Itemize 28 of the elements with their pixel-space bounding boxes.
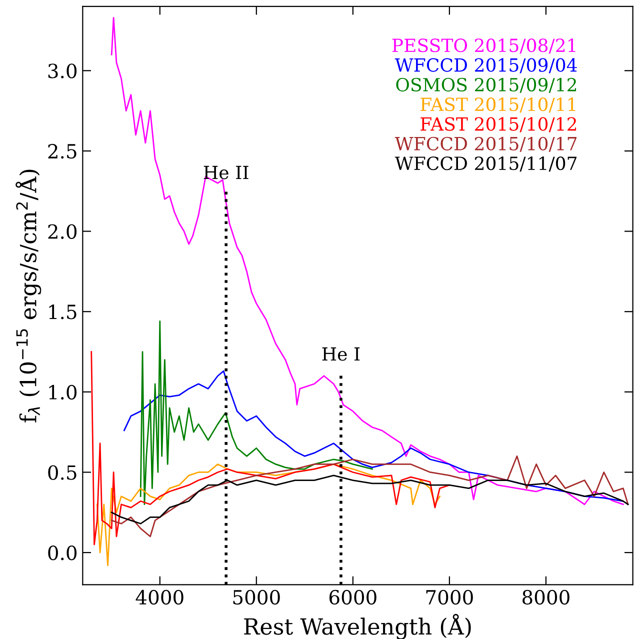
y-tick-label: 2.5 — [48, 144, 76, 159]
x-tick-label: 8000 — [522, 590, 570, 605]
x-axis-title: Rest Wavelength (Å) — [244, 614, 471, 639]
text: FAST 2015/10/11 — [420, 98, 576, 113]
line-series — [123, 370, 624, 502]
text: OSMOS 2015/09/12 — [396, 78, 576, 93]
text: FAST 2015/10/12 — [420, 117, 576, 132]
y-axis-title: f$_{λ}$ (10$^{−15}$ ergs/s/cm$^{2}$/Å) — [16, 170, 42, 422]
line-series — [110, 16, 624, 506]
text: WFCCD 2015/09/04 — [394, 58, 577, 74]
x-tick-label: 4000 — [136, 590, 184, 605]
line-series — [110, 455, 629, 538]
text: WFCCD 2015/10/17 — [394, 136, 576, 152]
line-series — [140, 320, 373, 506]
x-tick-label: 6000 — [329, 590, 376, 605]
text: PESSTO 2015/08/21 — [392, 38, 576, 54]
y-tick-label: 0.0 — [48, 546, 77, 560]
x-tick-label: 7000 — [426, 590, 473, 605]
y-tick-label: 2.0 — [48, 224, 77, 239]
y-tick-label: 0.5 — [48, 465, 76, 480]
text: WFCCD 2015/11/07 — [394, 156, 576, 172]
line-series — [96, 464, 440, 566]
x-tick-label: 5000 — [233, 590, 280, 605]
annotation: He II — [204, 166, 248, 180]
y-tick-label: 1.0 — [49, 384, 77, 400]
y-tick-label: 3.0 — [48, 64, 77, 78]
y-tick-label: 1.5 — [49, 304, 76, 320]
annotation: He I — [322, 347, 360, 361]
